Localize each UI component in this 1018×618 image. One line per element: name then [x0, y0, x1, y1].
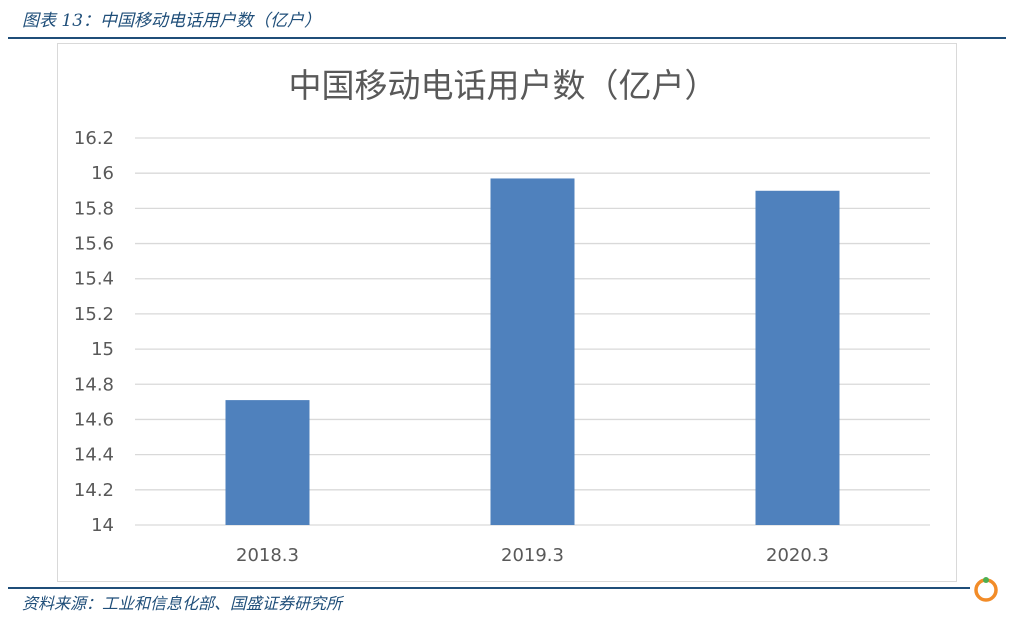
source-note: 资料来源：工业和信息化部、国盛证券研究所 [22, 594, 343, 613]
bars [225, 178, 840, 526]
y-tick-label: 15.8 [74, 198, 114, 219]
y-tick-label: 15 [91, 339, 114, 360]
chart-title: 中国移动电话用户数（亿户） [289, 66, 718, 105]
figure-caption: 图表 13：中国移动电话用户数（亿户） [22, 11, 322, 31]
y-tick-label: 14.2 [74, 480, 114, 501]
brand-logo-icon [974, 577, 998, 602]
source-divider [8, 587, 970, 589]
y-tick-label: 14.6 [74, 409, 114, 430]
y-tick-label: 15.2 [74, 304, 114, 325]
bar-2019-3 [490, 178, 575, 525]
y-tick-label: 16.2 [74, 128, 114, 149]
y-tick-label: 14.4 [74, 445, 114, 466]
x-tick-label: 2018.3 [236, 545, 299, 566]
x-axis-tick-labels: 2018.3 2019.3 2020.3 [236, 545, 829, 566]
y-tick-label: 15.6 [74, 234, 114, 255]
y-tick-label: 16 [91, 163, 114, 184]
x-tick-label: 2019.3 [501, 545, 564, 566]
x-tick-label: 2020.3 [766, 545, 829, 566]
y-axis-tick-labels: 14 14.2 14.4 14.6 14.8 15 15.2 15.4 15.6 15.8 16 16… [74, 128, 114, 536]
y-tick-label: 15.4 [74, 269, 114, 290]
bar-2020-3 [755, 190, 840, 526]
y-tick-label: 14 [91, 515, 114, 536]
bar-2018-3 [225, 400, 310, 525]
y-tick-label: 14.8 [74, 374, 114, 395]
caption-divider [8, 37, 1006, 39]
